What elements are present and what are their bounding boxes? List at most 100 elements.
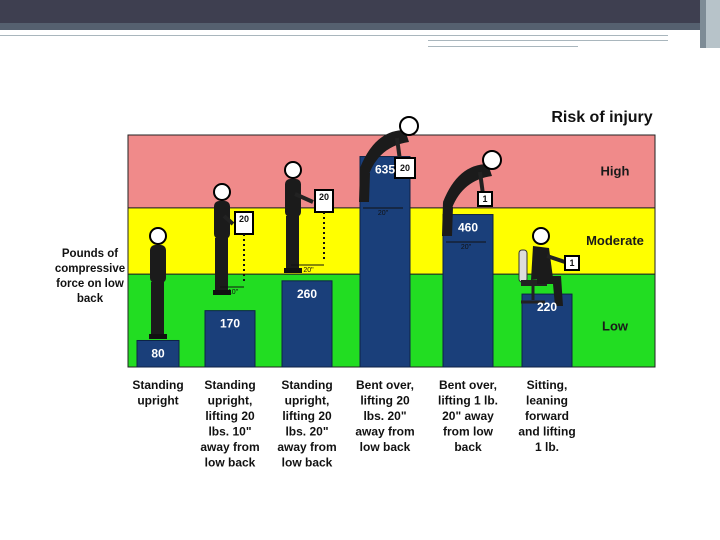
torso xyxy=(285,179,301,217)
legs xyxy=(151,282,164,336)
figure-bent: 20 20" xyxy=(359,116,419,217)
bar-value-5: 220 xyxy=(537,300,557,314)
bar-2 xyxy=(281,280,333,368)
zone-label-moderate: Moderate xyxy=(586,233,644,248)
category-label-0: Standing xyxy=(132,378,183,392)
feet xyxy=(284,268,302,273)
dim-label: 20" xyxy=(303,267,314,274)
y-axis-label-line: Pounds of xyxy=(62,248,118,260)
category-label-2: low back xyxy=(282,456,333,470)
head xyxy=(149,227,167,245)
category-label-1: Standing xyxy=(204,378,255,392)
feet xyxy=(149,334,167,339)
torso xyxy=(150,245,166,283)
box xyxy=(394,157,416,179)
bar-value-labels: 80 170 260 635 460 220 xyxy=(151,163,557,361)
category-label-1: away from xyxy=(200,440,259,454)
box-label: 20 xyxy=(400,163,410,173)
posture-figures: 20 10" 20 20" 20 20" 1 20" 1 xyxy=(149,116,580,339)
feet xyxy=(213,290,231,295)
head xyxy=(213,183,231,201)
figure-sitting: 1 xyxy=(518,227,580,306)
category-label-5: 1 lb. xyxy=(535,440,559,454)
zone-label-high: High xyxy=(601,163,630,178)
bar-0 xyxy=(136,339,180,368)
title-bar-accent xyxy=(0,23,700,30)
category-label-2: lifting 20 xyxy=(282,409,332,423)
head xyxy=(284,161,302,179)
title-bar-cap-light xyxy=(706,0,720,48)
box xyxy=(477,191,493,207)
box-label: 1 xyxy=(569,258,574,268)
y-axis-label: Pounds of compressive force on low back xyxy=(55,248,125,305)
zone-label-low: Low xyxy=(602,319,629,334)
category-label-1: upright, xyxy=(208,394,253,408)
box-label: 1 xyxy=(482,194,487,204)
bar-1 xyxy=(204,310,256,368)
box xyxy=(564,255,580,271)
figure-bent: 1 20" xyxy=(442,150,502,251)
y-axis-label-line: force on low xyxy=(56,278,124,290)
category-label-3: Bent over, xyxy=(356,378,414,392)
bar-5 xyxy=(521,293,573,368)
legs xyxy=(537,276,563,306)
title-bar-background xyxy=(0,0,720,23)
category-label-0: upright xyxy=(137,394,178,408)
category-label-2: away from xyxy=(277,440,336,454)
category-label-4: back xyxy=(454,440,482,454)
category-label-5: leaning xyxy=(526,394,568,408)
category-label-4: lifting 1 lb. xyxy=(438,394,498,408)
arm xyxy=(546,254,566,264)
bar-4 xyxy=(442,214,494,368)
bar-value-1: 170 xyxy=(220,317,240,331)
category-label-5: forward xyxy=(525,409,569,423)
bar-value-4: 460 xyxy=(458,221,478,235)
figure-standing xyxy=(149,227,167,339)
y-axis-label-line: back xyxy=(77,293,104,305)
category-label-3: away from xyxy=(355,425,414,439)
category-label-1: lbs. 10" xyxy=(208,425,251,439)
dim-label: 20" xyxy=(378,210,389,217)
category-label-2: lbs. 20" xyxy=(285,425,328,439)
head xyxy=(532,227,550,245)
category-label-2: Standing xyxy=(281,378,332,392)
bar-value-2: 260 xyxy=(297,287,317,301)
header-rule xyxy=(0,35,668,36)
category-label-1: low back xyxy=(205,456,256,470)
category-label-3: low back xyxy=(360,440,411,454)
torso xyxy=(214,201,230,239)
legs xyxy=(359,168,370,202)
legs xyxy=(215,238,228,292)
category-label-5: Sitting, xyxy=(527,378,568,392)
box-label: 20 xyxy=(239,214,249,224)
category-label-1: lifting 20 xyxy=(205,409,255,423)
legs xyxy=(286,216,299,270)
arm xyxy=(294,192,314,204)
header-rule-shorter xyxy=(428,46,578,47)
bar-value-0: 80 xyxy=(151,346,165,360)
header-rule-short xyxy=(428,40,668,41)
figure-standing: 20 20" xyxy=(284,161,334,274)
legs xyxy=(442,202,453,236)
category-label-3: lbs. 20" xyxy=(363,409,406,423)
category-label-3: lifting 20 xyxy=(360,394,410,408)
chair-back xyxy=(518,249,528,283)
box-label: 20 xyxy=(319,192,329,202)
category-label-5: and lifting xyxy=(518,425,575,439)
head xyxy=(399,116,419,136)
figure-standing: 20 10" xyxy=(213,183,254,296)
category-label-4: from low xyxy=(443,425,494,439)
bar-value-3: 635 xyxy=(375,163,395,177)
bars xyxy=(136,156,573,368)
chair-seat xyxy=(521,280,547,286)
category-label-4: 20" away xyxy=(442,409,494,423)
dim-label: 10" xyxy=(228,289,239,296)
category-label-4: Bent over, xyxy=(439,378,497,392)
head xyxy=(482,150,502,170)
dim-label: 20" xyxy=(461,244,472,251)
y-axis-label-line: compressive xyxy=(55,263,125,275)
category-label-2: upright, xyxy=(285,394,330,408)
arm xyxy=(222,214,235,226)
